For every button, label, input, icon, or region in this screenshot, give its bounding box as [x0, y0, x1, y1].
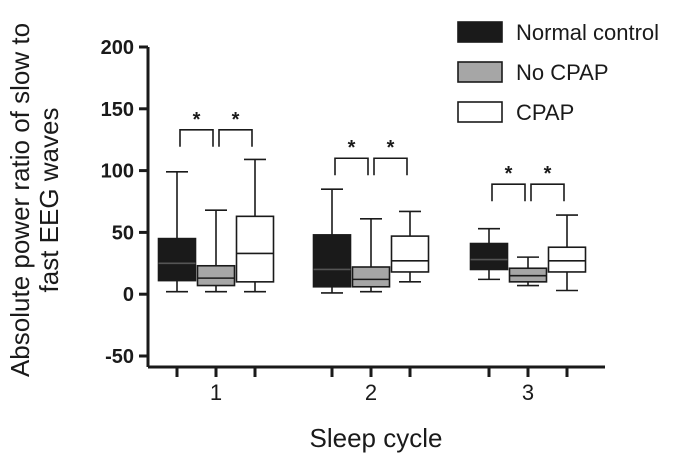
legend-label: CPAP	[516, 100, 574, 125]
x-axis-title: Sleep cycle	[310, 423, 443, 453]
legend-swatch	[457, 61, 503, 83]
box-normal-control	[312, 188, 352, 294]
legend-label: No CPAP	[516, 60, 609, 85]
y-tick-label: -50	[105, 346, 134, 368]
box-normal-control	[157, 171, 197, 293]
box-iqr	[351, 266, 391, 288]
significance-bracket	[218, 129, 253, 147]
plot-area: * * * * * *	[157, 109, 587, 294]
box-iqr	[390, 235, 430, 273]
box-iqr	[469, 242, 509, 271]
significance-star: *	[193, 109, 201, 131]
significance-star: *	[387, 137, 395, 159]
y-axis-title-line: Absolute power ratio of slow to	[5, 23, 35, 377]
box-iqr	[312, 234, 352, 288]
significance-star: *	[544, 163, 552, 185]
box-no-cpap	[196, 209, 236, 293]
y-tick-label: 150	[101, 99, 134, 121]
x-category-label: 1	[210, 380, 222, 405]
significance-star: *	[232, 109, 240, 131]
x-category-label: 2	[365, 380, 377, 405]
box-cpap	[235, 158, 275, 293]
y-axis-title: Absolute power ratio of slow tofast EEG …	[5, 23, 64, 377]
y-tick-label: 200	[101, 37, 134, 59]
legend-swatch	[457, 21, 503, 43]
significance-bracket	[334, 157, 369, 176]
significance-bracket	[491, 183, 526, 202]
y-axis-title-line: fast EEG waves	[34, 108, 64, 293]
box-no-cpap	[508, 256, 548, 287]
y-tick-label: 0	[123, 284, 134, 306]
axes: -50 0 50 100 150 200 1 2 3 Sleep cycle Absolute po…	[5, 23, 605, 453]
box-cpap	[390, 210, 430, 283]
box-cpap	[547, 214, 587, 292]
significance-bracket	[179, 129, 214, 147]
y-tick-label: 100	[101, 161, 134, 183]
significance-bracket	[530, 183, 565, 202]
legend-swatch	[457, 101, 503, 123]
box-iqr	[196, 264, 236, 287]
box-iqr	[235, 215, 275, 283]
box-normal-control	[469, 227, 509, 281]
y-tick-label: 50	[112, 222, 134, 244]
box-iqr	[547, 246, 587, 273]
significance-star: *	[348, 137, 356, 159]
legend: Normal control No CPAP CPAP	[457, 20, 659, 125]
box-no-cpap	[351, 218, 391, 293]
legend-label: Normal control	[516, 20, 659, 45]
box-iqr	[157, 237, 197, 282]
significance-star: *	[505, 163, 513, 185]
significance-bracket	[373, 157, 408, 176]
x-category-label: 3	[522, 380, 534, 405]
